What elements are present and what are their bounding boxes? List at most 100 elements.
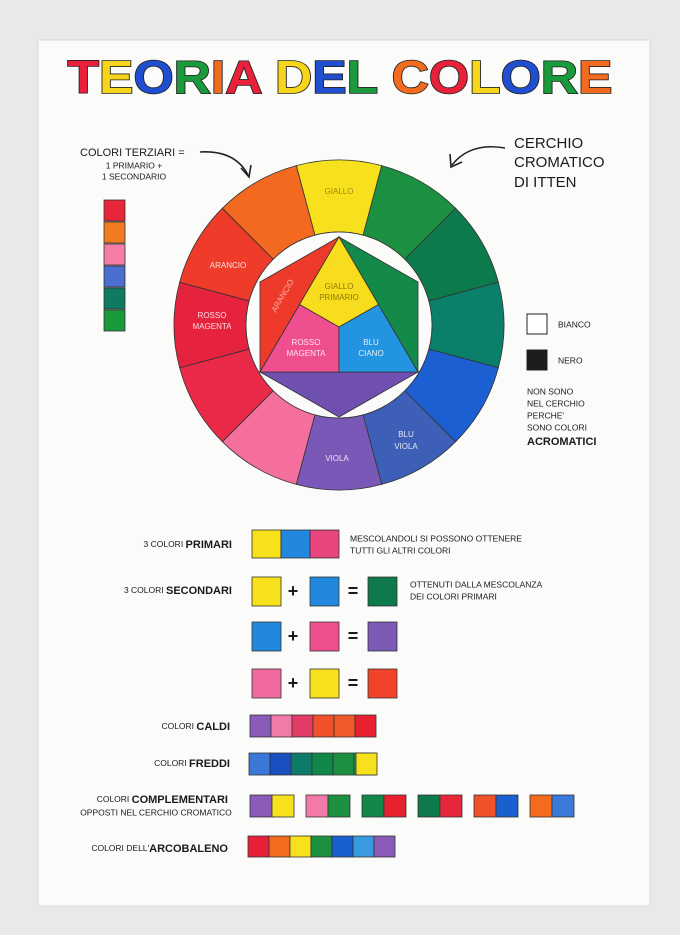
swatch [305,794,329,818]
swatch [271,794,295,818]
swatch [249,714,272,738]
swatch [290,752,313,776]
row-note: OPPOSTI NEL CERCHIO CROMATICO [80,807,232,817]
title-letter: R [174,51,211,103]
row-emphasis: CALDI [196,721,230,733]
row-note: DEI COLORI PRIMARI [410,591,497,601]
row-label: 3 COLORI PRIMARI [144,539,233,551]
swatch [309,621,340,652]
plus-sign: + [288,626,299,646]
row-emphasis: FREDDI [189,758,230,770]
swatch [251,668,282,699]
wheel-label: ARANCIO [210,261,246,270]
swatch [291,714,314,738]
swatch [103,287,126,310]
swatch [352,835,375,858]
swatch [333,714,356,738]
primary-region [338,303,419,373]
wheel-label: CIANO [358,349,383,358]
wheel-label: ROSSO [292,338,321,347]
plus-sign: + [288,673,299,693]
achromatic-note: PERCHE' [527,410,564,420]
row-label: COLORI CALDI [161,721,230,733]
row-prefix: COLORI [154,758,189,768]
swatch [361,794,385,818]
swatch [311,752,334,776]
swatch [103,221,126,244]
tertiary-note: 1 SECONDARIO [102,171,167,181]
achromatic-note: NEL CERCHIO [527,398,585,408]
title-letter: I [211,51,225,103]
swatch [417,794,441,818]
title-letter [261,51,275,103]
wheel-label: GIALLO [325,187,354,196]
row-label: 3 COLORI SECONDARI [124,585,232,597]
row-label: COLORI FREDDI [154,758,230,770]
equals-sign: = [348,626,359,646]
row-emphasis: PRIMARI [186,539,232,551]
wheel-title: CERCHIO [514,135,583,152]
title-letter: O [133,51,173,103]
title-letter: E [578,51,612,103]
tertiary-note: COLORI TERZIARI = [80,147,185,159]
row-prefix: COLORI DELL' [91,843,149,853]
swatch [367,668,398,699]
title-letter: E [312,51,346,103]
wheel-label: ROSSO [198,311,227,320]
wheel-title: CROMATICO [514,154,605,171]
tertiary-note: 1 PRIMARIO + [106,160,162,170]
achromatic-note: SONO COLORI [527,422,587,432]
wheel-title: DI ITTEN [514,174,577,191]
swatch [327,794,351,818]
title-letter: C [392,51,429,103]
swatch [248,752,271,776]
swatch [355,752,378,776]
swatch [529,794,553,818]
wheel-label: MAGENTA [287,349,327,358]
swatch [247,835,270,858]
achromatic-emphasis: ACROMATICI [527,436,596,448]
wheel-label: PRIMARIO [319,293,359,302]
arrow-head [449,153,463,169]
swatch [312,714,335,738]
wheel-label: VIOLA [325,454,349,463]
swatch [551,794,575,818]
white-label: BIANCO [558,319,591,329]
row-prefix: 3 COLORI [124,585,166,595]
swatch [103,199,126,222]
swatch [309,668,340,699]
title-letter: R [541,51,578,103]
black-label: NERO [558,355,583,365]
swatch [103,243,126,266]
swatch [103,265,126,288]
row-label: COLORI DELL'ARCOBALENO [91,843,228,855]
swatch [309,576,340,607]
swatch [439,794,463,818]
swatch [331,835,354,858]
swatch [251,621,282,652]
arrow [451,146,506,166]
swatch [269,752,292,776]
swatch [332,752,355,776]
swatch [367,576,398,607]
swatch [310,835,333,858]
arrow-head [240,164,252,179]
row-emphasis: ARCOBALENO [149,843,228,855]
equals-sign: = [348,673,359,693]
title-letter: O [429,51,469,103]
swatch [289,835,312,858]
title-letter: A [225,51,261,103]
swatch [367,621,398,652]
row-emphasis: COMPLEMENTARI [132,794,228,806]
plus-sign: + [288,581,299,601]
white-swatch [526,313,548,335]
title-letter: D [275,51,312,103]
title-letter: T [68,51,100,103]
row-note: OTTENUTI DALLA MESCOLANZA [410,579,543,589]
title-letter [377,51,391,103]
swatch [383,794,407,818]
row-prefix: 3 COLORI [144,539,186,549]
wheel-label: BLU [398,430,414,439]
swatch [270,714,293,738]
